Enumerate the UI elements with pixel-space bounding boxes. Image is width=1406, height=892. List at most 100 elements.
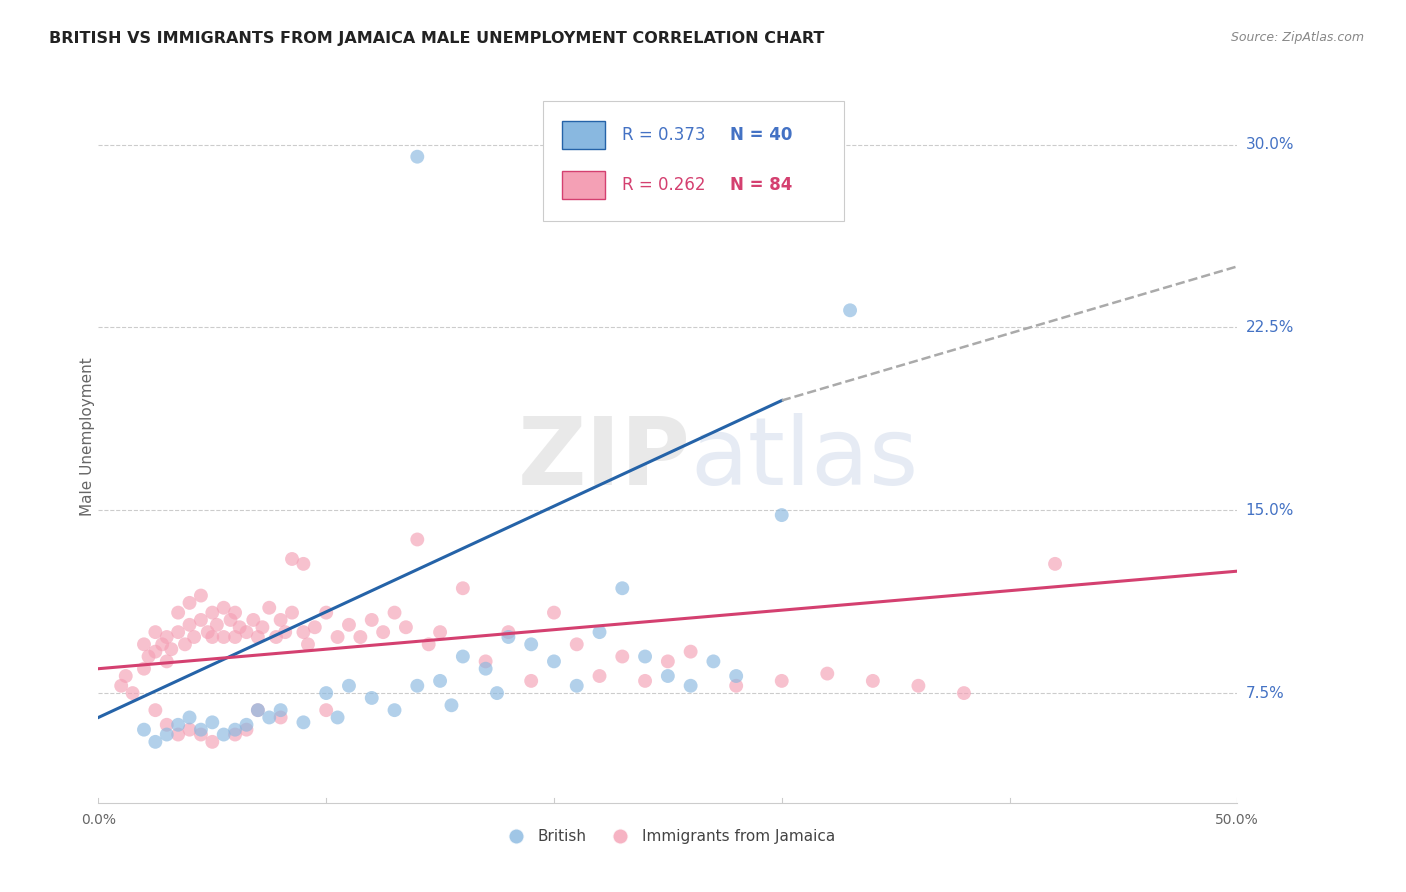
Point xyxy=(150,637,173,651)
Text: 50.0%: 50.0% xyxy=(1215,813,1260,827)
Point xyxy=(281,552,304,566)
Point xyxy=(498,625,520,640)
Text: BRITISH VS IMMIGRANTS FROM JAMAICA MALE UNEMPLOYMENT CORRELATION CHART: BRITISH VS IMMIGRANTS FROM JAMAICA MALE … xyxy=(49,31,824,46)
Point xyxy=(121,686,143,700)
Point xyxy=(167,718,190,732)
Point xyxy=(770,673,793,688)
Point xyxy=(360,613,382,627)
Point xyxy=(612,581,634,595)
Point xyxy=(132,637,155,651)
Point xyxy=(167,727,190,741)
Point xyxy=(451,649,474,664)
Point xyxy=(418,637,440,651)
Point xyxy=(486,686,509,700)
Point xyxy=(224,723,246,737)
Point xyxy=(201,715,224,730)
Point xyxy=(702,654,724,668)
Text: N = 40: N = 40 xyxy=(731,126,793,144)
Text: 0.0%: 0.0% xyxy=(82,813,115,827)
Point xyxy=(281,606,304,620)
Point xyxy=(953,686,976,700)
Point xyxy=(565,637,588,651)
Text: R = 0.373: R = 0.373 xyxy=(623,126,706,144)
Legend: British, Immigrants from Jamaica: British, Immigrants from Jamaica xyxy=(495,822,841,850)
Point xyxy=(270,613,292,627)
Bar xyxy=(562,121,605,149)
Point xyxy=(212,630,235,644)
Point xyxy=(543,150,565,164)
Point xyxy=(156,654,179,668)
Point xyxy=(315,686,337,700)
Point xyxy=(270,703,292,717)
Point xyxy=(292,557,315,571)
Text: 22.5%: 22.5% xyxy=(1246,320,1294,334)
Point xyxy=(246,703,269,717)
Point xyxy=(326,710,349,724)
Point xyxy=(588,625,610,640)
Point xyxy=(235,723,257,737)
Point xyxy=(179,617,201,632)
Point xyxy=(315,606,337,620)
Y-axis label: Male Unemployment: Male Unemployment xyxy=(80,358,94,516)
Point xyxy=(520,637,543,651)
Text: 7.5%: 7.5% xyxy=(1246,686,1284,700)
Text: atlas: atlas xyxy=(690,413,920,505)
Point xyxy=(212,600,235,615)
Point xyxy=(160,642,183,657)
Point xyxy=(565,679,588,693)
Point xyxy=(224,727,246,741)
Point xyxy=(543,654,565,668)
Point xyxy=(1043,557,1066,571)
Point xyxy=(224,606,246,620)
Point xyxy=(167,625,190,640)
Point xyxy=(174,637,197,651)
Point xyxy=(725,679,748,693)
Text: 15.0%: 15.0% xyxy=(1246,503,1294,517)
Point xyxy=(839,303,862,318)
Point xyxy=(451,581,474,595)
Point xyxy=(406,150,429,164)
Point xyxy=(132,723,155,737)
Point xyxy=(770,508,793,522)
Point xyxy=(543,606,565,620)
Point xyxy=(145,735,167,749)
Point xyxy=(304,620,326,634)
Point xyxy=(520,673,543,688)
Point xyxy=(679,645,702,659)
Point xyxy=(145,645,167,659)
Point xyxy=(588,669,610,683)
Point xyxy=(907,679,929,693)
Point xyxy=(270,710,292,724)
Point xyxy=(440,698,463,713)
Point xyxy=(337,617,360,632)
Point xyxy=(292,625,315,640)
Point xyxy=(274,625,297,640)
Point xyxy=(406,533,429,547)
Point xyxy=(297,637,319,651)
Point xyxy=(862,673,884,688)
Point xyxy=(406,679,429,693)
Text: N = 84: N = 84 xyxy=(731,176,793,194)
Point xyxy=(246,630,269,644)
Point xyxy=(145,703,167,717)
Point xyxy=(634,649,657,664)
Point xyxy=(212,727,235,741)
Point xyxy=(242,613,264,627)
Point xyxy=(235,718,257,732)
Point xyxy=(138,649,160,664)
Point xyxy=(395,620,418,634)
Point xyxy=(474,662,496,676)
Point xyxy=(474,654,496,668)
Point xyxy=(498,630,520,644)
Point xyxy=(183,630,205,644)
Point xyxy=(371,625,394,640)
Text: 30.0%: 30.0% xyxy=(1246,137,1294,152)
Point xyxy=(264,630,287,644)
Point xyxy=(179,596,201,610)
Point xyxy=(114,669,136,683)
Point xyxy=(252,620,274,634)
Point xyxy=(228,620,250,634)
Point xyxy=(725,669,748,683)
Point xyxy=(145,625,167,640)
Point xyxy=(384,703,406,717)
